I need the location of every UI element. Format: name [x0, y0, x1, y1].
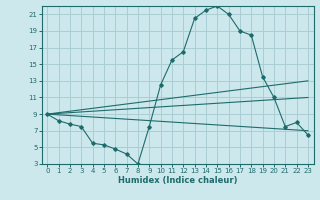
X-axis label: Humidex (Indice chaleur): Humidex (Indice chaleur): [118, 176, 237, 185]
